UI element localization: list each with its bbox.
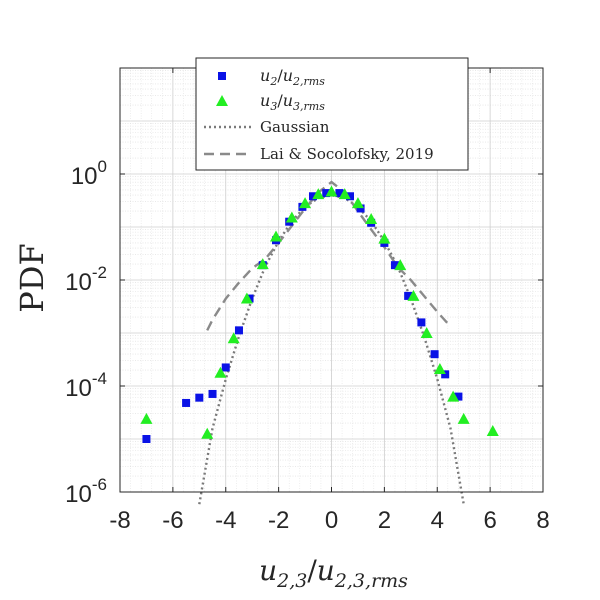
square-point	[322, 189, 331, 198]
y-tick-label: 10-2	[65, 263, 107, 296]
x-tick-label: 8	[536, 507, 549, 534]
axis-ticks: -8 -6 -4 -2 0 2 4 6 8 10-6 10-4 10-2 100	[65, 68, 550, 534]
triangle-point	[325, 185, 338, 197]
x-tick-label: 4	[431, 507, 444, 534]
triangle-point	[214, 366, 227, 378]
legend-triangle-marker	[216, 95, 228, 106]
series-layer	[140, 180, 499, 505]
square-point	[335, 189, 344, 198]
triangle-point	[407, 289, 420, 301]
x-tick-label: -4	[215, 507, 236, 534]
y-axis-label: PDF	[13, 243, 51, 312]
x-tick-label: 6	[483, 507, 496, 534]
square-point	[208, 389, 217, 398]
triangle-point	[299, 197, 312, 209]
square-point	[417, 318, 426, 327]
triangle-point	[378, 232, 391, 244]
x-tick-label: -6	[162, 507, 183, 534]
square-point	[142, 435, 151, 443]
triangle-point	[269, 230, 282, 242]
square-point	[234, 326, 243, 335]
x-axis-label: u2,3/u2,3,rms	[259, 554, 408, 592]
square-point	[441, 370, 450, 379]
x-tick-label: -2	[268, 507, 289, 534]
square-point	[195, 393, 204, 402]
triangle-point	[227, 332, 240, 344]
square-point	[404, 291, 413, 300]
legend-square-marker	[218, 72, 226, 80]
square-point	[182, 398, 191, 407]
square-point	[221, 363, 230, 372]
triangle-point	[365, 213, 378, 225]
y-tick-label: 10-6	[65, 475, 107, 508]
triangle-point	[447, 390, 460, 402]
triangle-point	[285, 211, 298, 223]
legend-label: u3/u3,rms	[260, 91, 325, 113]
square-point	[356, 204, 365, 213]
triangle-point	[201, 427, 214, 439]
triangle-point	[338, 188, 351, 200]
triangle-point	[486, 425, 499, 437]
triangle-point	[420, 327, 433, 338]
triangle-point	[256, 258, 269, 270]
legend-label: Gaussian	[260, 118, 330, 136]
legend: u2/u2,rms u3/u3,rms Gaussian Lai & Socolofs…	[195, 57, 469, 171]
legend-label: Lai & Socolofsky, 2019	[260, 145, 434, 163]
square-point	[430, 350, 439, 359]
axis-labels: u2,3/u2,3,rms PDF	[13, 243, 408, 592]
x-tick-label: 0	[325, 507, 338, 534]
triangle-point	[312, 188, 325, 200]
legend-box	[195, 57, 469, 171]
square-point	[308, 192, 317, 201]
triangle-point	[240, 292, 253, 304]
triangle-point	[140, 412, 153, 424]
square-point	[390, 261, 399, 270]
square-point	[454, 392, 463, 401]
x-tick-label: -8	[109, 507, 130, 534]
triangle-point	[457, 412, 470, 424]
square-point	[346, 192, 355, 201]
triangle-point	[394, 259, 407, 271]
y-tick-label: 100	[71, 157, 107, 190]
triangle-point	[351, 197, 364, 209]
triangle-point	[433, 363, 446, 375]
x-tick-label: 2	[378, 507, 391, 534]
y-tick-label: 10-4	[65, 369, 107, 402]
legend-label: u2/u2,rms	[260, 66, 325, 88]
